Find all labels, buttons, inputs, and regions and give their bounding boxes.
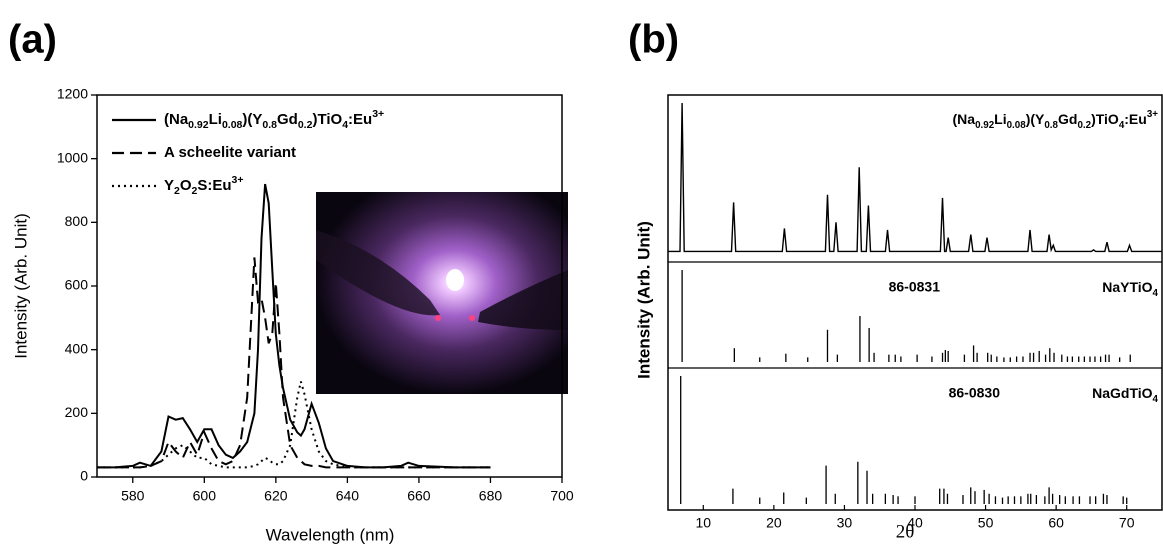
y-tick-label: 1000 bbox=[57, 149, 88, 165]
series-line bbox=[97, 183, 491, 469]
panel-name: (Na0.92Li0.08)(Y0.8Gd0.2)TiO4:Eu3+ bbox=[953, 109, 1159, 131]
x-tick-label: 580 bbox=[121, 488, 145, 504]
y-axis-title: Intensity (Arb. Unit) bbox=[634, 221, 653, 379]
legend-label: A scheelite variant bbox=[164, 144, 296, 161]
x-tick-label: 30 bbox=[837, 515, 853, 531]
x-tick-label: 640 bbox=[336, 488, 360, 504]
phase-name: NaGdTiO4 bbox=[1092, 385, 1158, 405]
series-line bbox=[97, 381, 491, 469]
x-tick-label: 680 bbox=[479, 488, 503, 504]
x-tick-label: 40 bbox=[907, 515, 923, 531]
y-tick-label: 800 bbox=[65, 213, 89, 229]
panel-label: (b) bbox=[628, 18, 679, 62]
pattern-line bbox=[668, 102, 1162, 253]
x-tick-label: 60 bbox=[1048, 515, 1064, 531]
series-line bbox=[97, 257, 491, 469]
x-tick-label: 20 bbox=[766, 515, 782, 531]
x-tick-label: 10 bbox=[695, 515, 711, 531]
x-tick-label: 600 bbox=[193, 488, 217, 504]
y-tick-label: 200 bbox=[65, 404, 89, 420]
plot-frame bbox=[667, 94, 1163, 511]
y-tick-label: 400 bbox=[65, 340, 89, 356]
x-axis-title: 2θ bbox=[896, 521, 915, 542]
card-code: 86-0831 bbox=[889, 279, 941, 295]
x-axis-title: Wavelength (nm) bbox=[266, 525, 395, 544]
phase-name: NaYTiO4 bbox=[1102, 279, 1158, 299]
card-code: 86-0830 bbox=[949, 385, 1001, 401]
y-tick-label: 0 bbox=[80, 468, 88, 484]
y-tick-label: 600 bbox=[65, 277, 89, 293]
legend-label: Y2O2S:Eu3+ bbox=[164, 174, 244, 197]
x-tick-label: 700 bbox=[550, 488, 574, 504]
inset-photo bbox=[316, 192, 568, 394]
y-axis-title: Intensity (Arb. Unit) bbox=[11, 213, 30, 359]
panel-label: (a) bbox=[8, 18, 57, 62]
legend-label: (Na0.92Li0.08)(Y0.8Gd0.2)TiO4:Eu3+ bbox=[164, 108, 384, 131]
y-tick-label: 1200 bbox=[57, 86, 88, 102]
x-tick-label: 70 bbox=[1119, 515, 1135, 531]
x-tick-label: 620 bbox=[264, 488, 288, 504]
x-tick-label: 660 bbox=[407, 488, 431, 504]
x-tick-label: 50 bbox=[978, 515, 994, 531]
